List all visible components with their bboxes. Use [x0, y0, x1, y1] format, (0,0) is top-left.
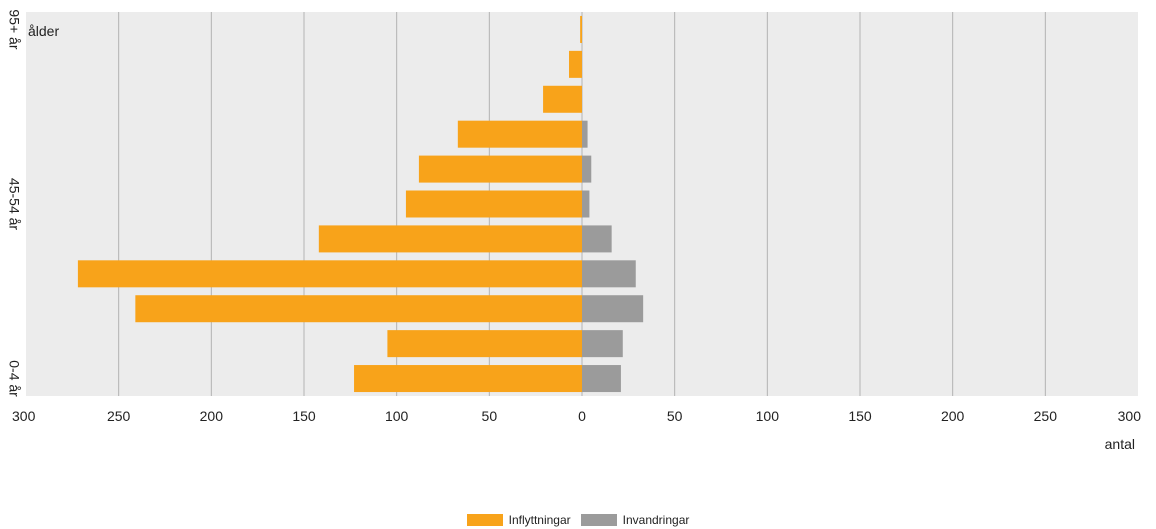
legend-label-invandringar: Invandringar [622, 513, 690, 527]
grid-lines [118, 12, 1046, 396]
x-tick-label: 150 [292, 408, 316, 424]
bar-invandringar-4 [582, 225, 612, 253]
bar-inflyttningar-2 [135, 295, 582, 323]
x-tick-label: 300 [1118, 408, 1142, 424]
x-tick-label: 0 [578, 408, 586, 424]
bar-inflyttningar-5 [405, 190, 582, 218]
legend-swatch-inflyttningar [466, 514, 503, 526]
x-tick-label: 250 [107, 408, 131, 424]
bar-inflyttningar-10 [580, 15, 582, 43]
bar-inflyttningar-1 [387, 330, 582, 358]
bar-inflyttningar-9 [569, 50, 582, 78]
bar-invandringar-1 [582, 330, 623, 358]
bar-invandringar-6 [582, 155, 592, 183]
category-label: 45-54 år [6, 178, 22, 230]
y-axis-title: ålder [28, 23, 59, 39]
x-tick-label: 300 [12, 408, 36, 424]
category-label: 95+ år [6, 9, 22, 49]
legend: Inflyttningar Invandringar [0, 513, 1156, 527]
bar-invandringar-2 [582, 295, 644, 323]
x-axis-title: antal [1105, 436, 1135, 452]
x-tick-labels: 300 250 200 150 100 50 0 50 100 150 200 250 300 [12, 408, 1141, 424]
x-tick-label: 100 [756, 408, 780, 424]
x-tick-label: 50 [667, 408, 683, 424]
bar-inflyttningar-4 [318, 225, 582, 253]
legend-item-inflyttningar[interactable]: Inflyttningar [466, 513, 571, 527]
bar-inflyttningar-7 [457, 120, 582, 148]
bar-inflyttningar-3 [77, 260, 582, 288]
category-labels: 0-4 år 45-54 år 95+ år [6, 9, 22, 397]
population-pyramid-chart: 300 250 200 150 100 50 0 50 100 150 200 250 300 0-4 … [6, 9, 1141, 452]
bars [77, 15, 644, 393]
bar-invandringar-7 [582, 120, 588, 148]
x-tick-label: 150 [848, 408, 872, 424]
legend-label-inflyttningar: Inflyttningar [508, 513, 571, 527]
x-tick-label: 50 [482, 408, 498, 424]
category-label: 0-4 år [6, 360, 22, 397]
x-tick-label: 100 [385, 408, 409, 424]
legend-swatch-invandringar [580, 514, 617, 526]
x-tick-label: 200 [941, 408, 965, 424]
x-tick-label: 200 [200, 408, 224, 424]
bar-inflyttningar-8 [543, 85, 582, 113]
bar-inflyttningar-0 [354, 365, 582, 393]
bar-invandringar-3 [582, 260, 636, 288]
legend-item-invandringar[interactable]: Invandringar [580, 513, 690, 527]
bar-invandringar-5 [582, 190, 590, 218]
x-tick-label: 250 [1034, 408, 1058, 424]
bar-invandringar-0 [582, 365, 621, 393]
bar-inflyttningar-6 [418, 155, 582, 183]
